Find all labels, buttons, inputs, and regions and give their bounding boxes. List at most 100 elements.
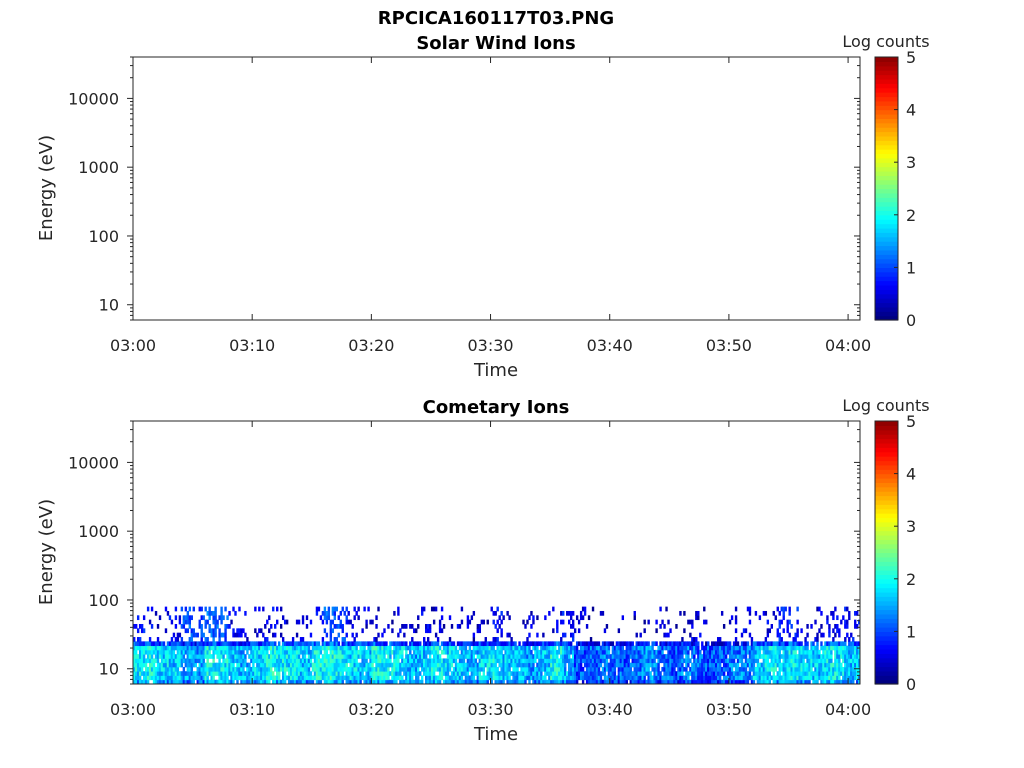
heatmap-cell <box>172 679 176 685</box>
heatmap-cell <box>772 610 775 616</box>
heatmap-cell <box>323 666 327 672</box>
heatmap-cell <box>514 654 517 659</box>
heatmap-cell <box>438 619 442 625</box>
heatmap-cell <box>711 645 714 651</box>
heatmap-cell <box>140 624 144 629</box>
heatmap-cell <box>669 628 672 634</box>
heatmap-cell <box>450 624 454 629</box>
heatmap-cell <box>140 666 144 672</box>
heatmap-cell <box>208 610 211 616</box>
heatmap-cell <box>724 666 728 672</box>
heatmap-cell <box>375 662 378 668</box>
heatmap-cell <box>363 645 366 651</box>
heatmap-cell <box>281 666 285 672</box>
heatmap-cell <box>544 649 547 655</box>
heatmap-cell <box>305 615 309 621</box>
heatmap-cell <box>558 641 561 647</box>
heatmap-cell <box>419 658 422 664</box>
heatmap-cell <box>579 666 583 672</box>
colorbar-swatch <box>875 570 898 576</box>
heatmap-cell <box>278 671 281 676</box>
heatmap-cell <box>653 662 656 668</box>
heatmap-cell <box>621 666 625 672</box>
heatmap-cell <box>617 641 621 647</box>
heatmap-cell <box>617 649 621 655</box>
heatmap-cell <box>786 624 789 629</box>
heatmap-cell <box>339 624 342 629</box>
heatmap-cell <box>494 654 497 659</box>
heatmap-cell <box>585 649 589 655</box>
heatmap-cell <box>591 662 595 668</box>
heatmap-cell <box>240 675 243 681</box>
heatmap-cell <box>216 662 219 668</box>
heatmap-cell <box>786 654 789 659</box>
heatmap-cell <box>333 615 337 621</box>
heatmap-cell <box>423 666 426 672</box>
heatmap-cell <box>609 662 613 668</box>
heatmap-cell <box>375 645 378 651</box>
heatmap-cell <box>142 649 146 655</box>
heatmap-cell <box>313 645 317 651</box>
heatmap-cell <box>371 671 374 676</box>
heatmap-cell <box>452 679 456 685</box>
heatmap-cell <box>508 632 511 638</box>
heatmap-cell <box>212 679 215 685</box>
heatmap-cell <box>367 641 370 647</box>
heatmap-cell <box>713 675 716 681</box>
heatmap-cell <box>192 649 195 655</box>
heatmap-cell <box>538 649 541 655</box>
heatmap-cell <box>218 641 221 647</box>
heatmap-cell <box>397 675 400 681</box>
heatmap-cell <box>238 675 241 681</box>
heatmap-cell <box>673 666 676 672</box>
heatmap-cell <box>329 619 333 625</box>
heatmap-cell <box>168 641 172 647</box>
heatmap-cell <box>577 658 581 664</box>
heatmap-cell <box>186 675 190 681</box>
heatmap-cell <box>133 671 136 676</box>
heatmap-cell <box>440 649 444 655</box>
heatmap-cell <box>166 666 170 672</box>
heatmap-cell <box>272 645 275 651</box>
heatmap-cell <box>782 679 785 685</box>
heatmap-cell <box>667 662 670 668</box>
heatmap-cell <box>752 641 756 647</box>
heatmap-cell <box>254 641 257 647</box>
heatmap-cell <box>627 675 630 681</box>
heatmap-cell <box>333 645 337 651</box>
heatmap-cell <box>764 666 768 672</box>
heatmap-cell <box>399 649 402 655</box>
heatmap-cell <box>315 671 319 676</box>
heatmap-cell <box>718 654 722 659</box>
heatmap-cell <box>854 671 857 676</box>
heatmap-cell <box>500 645 503 651</box>
heatmap-cell <box>738 671 742 676</box>
heatmap-cell <box>446 671 450 676</box>
heatmap-cell <box>285 675 289 681</box>
heatmap-cell <box>442 649 446 655</box>
heatmap-cell <box>395 666 398 672</box>
heatmap-cell <box>339 675 342 681</box>
heatmap-cell <box>291 641 295 647</box>
heatmap-cell <box>526 675 529 681</box>
heatmap-cell <box>740 675 744 681</box>
heatmap-cell <box>345 632 348 638</box>
heatmap-cell <box>198 649 201 655</box>
heatmap-cell <box>454 649 458 655</box>
heatmap-cell <box>780 619 783 625</box>
heatmap-cell <box>693 637 696 642</box>
heatmap-cell <box>264 671 267 676</box>
heatmap-cell <box>478 624 482 629</box>
heatmap-cell <box>333 606 337 612</box>
heatmap-cell <box>810 675 813 681</box>
heatmap-cell <box>327 654 331 659</box>
heatmap-cell <box>492 637 495 642</box>
heatmap-cell <box>264 645 267 651</box>
heatmap-cell <box>536 662 539 668</box>
heatmap-cell <box>522 671 525 676</box>
heatmap-cell <box>232 645 235 651</box>
heatmap-cell <box>852 654 855 659</box>
heatmap-cell <box>325 619 329 625</box>
heatmap-cell <box>436 658 440 664</box>
colorbar-swatch <box>875 184 898 190</box>
